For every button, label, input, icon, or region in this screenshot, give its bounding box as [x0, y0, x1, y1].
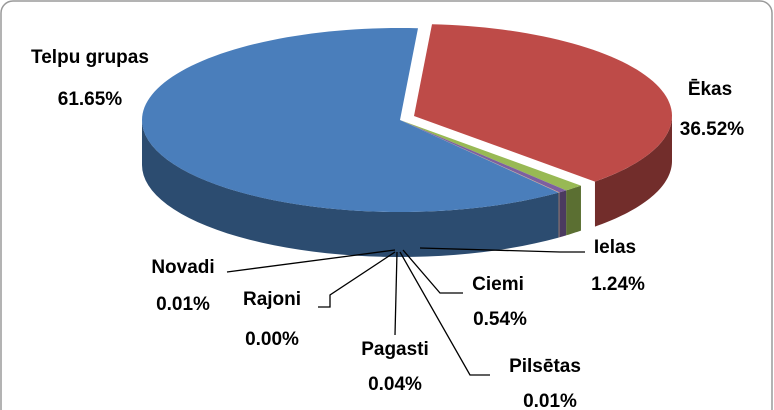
slice-label: Pagasti — [361, 339, 429, 360]
slice-label: Ciemi — [472, 274, 524, 295]
pie-side — [558, 192, 560, 238]
slice-value: 0.01% — [156, 294, 210, 315]
slice-label: Pilsētas — [509, 356, 581, 377]
pie — [142, 24, 672, 257]
slice-label: Ielas — [594, 237, 636, 258]
pie-slice — [142, 28, 559, 212]
slice-label: Rajoni — [243, 289, 301, 310]
slice-label: Ēkas — [688, 79, 732, 100]
pie-slice — [400, 120, 559, 193]
slice-value: 0.01% — [523, 391, 577, 410]
slice-value: 36.52% — [680, 119, 745, 140]
pie-slice — [400, 120, 567, 193]
pie-slice — [400, 120, 581, 191]
pie-slice — [400, 120, 560, 193]
labels: Ēkas 36.52% Ielas 1.24% Ciemi 0.54% Pilsētas 0.… — [31, 47, 744, 410]
slice-value: 1.24% — [591, 274, 645, 295]
leader-line — [318, 251, 396, 308]
leader-line — [399, 251, 490, 376]
slice-value: 0.54% — [473, 309, 527, 330]
slice-label: Telpu grupas — [31, 47, 149, 68]
slice-value: 0.00% — [245, 329, 299, 350]
pie-side — [566, 185, 581, 236]
leader-line — [419, 247, 585, 253]
pie-side — [142, 120, 559, 257]
pie-slice — [400, 120, 559, 193]
pie-slice — [414, 24, 672, 182]
leader-line — [402, 249, 463, 294]
leader-line — [394, 251, 398, 336]
pie-side — [559, 190, 567, 238]
pie-slice — [400, 120, 560, 193]
slice-value: 0.04% — [368, 374, 422, 395]
slice-label: Novadi — [151, 257, 214, 278]
pie-side — [594, 116, 672, 227]
slice-value: 61.65% — [58, 89, 123, 110]
leader-line — [226, 249, 396, 273]
